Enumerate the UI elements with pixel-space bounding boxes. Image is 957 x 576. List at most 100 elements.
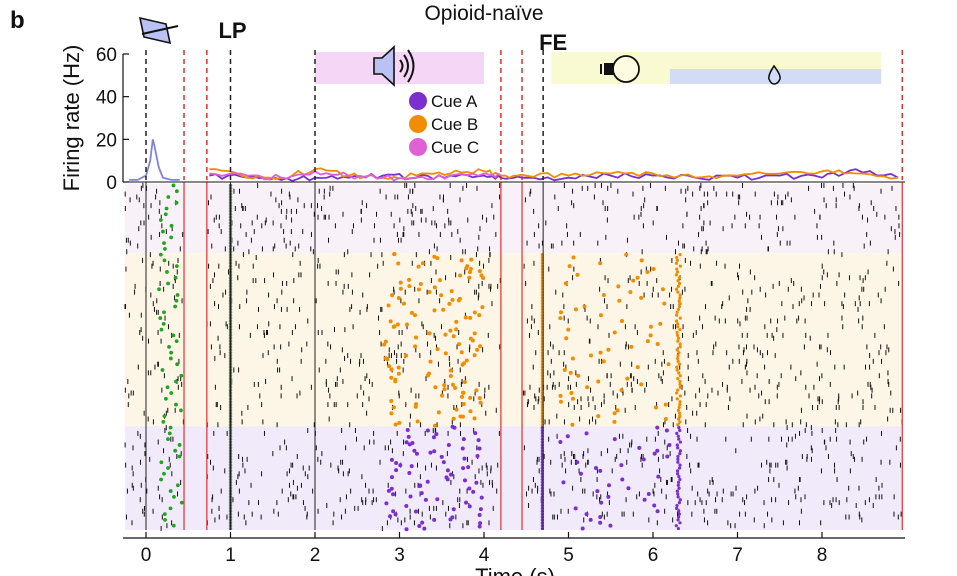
trial-start-dot xyxy=(162,414,167,419)
reward-event-dot xyxy=(678,253,682,257)
cue-dot xyxy=(656,474,661,479)
cue-dot xyxy=(387,364,392,369)
reward-event-dot xyxy=(676,434,680,438)
cue-dot xyxy=(453,385,458,390)
cue-dot xyxy=(645,269,650,274)
cue-dot xyxy=(558,310,563,315)
reward-event-dot xyxy=(676,377,680,381)
cue-dot xyxy=(598,261,603,266)
cue-dot xyxy=(441,460,446,465)
reward-event-dot xyxy=(676,322,680,326)
cue-dot xyxy=(416,287,421,292)
reward-event-dot xyxy=(677,437,681,441)
cue-dot xyxy=(451,416,456,421)
stimulus-bars xyxy=(315,52,882,84)
cue-dot xyxy=(393,512,398,517)
cue-dot xyxy=(663,402,668,407)
laser-icon xyxy=(138,16,179,45)
reward-event-dot xyxy=(678,382,682,386)
cue-dot xyxy=(442,383,447,388)
cue-dot xyxy=(476,438,481,443)
cue-dot xyxy=(558,316,563,321)
cue-dot xyxy=(468,315,473,320)
cue-dot xyxy=(440,393,445,398)
reward-event-dot xyxy=(676,518,680,522)
reward-event-dot xyxy=(676,460,680,464)
cue-dot xyxy=(565,434,570,439)
cue-dot xyxy=(646,491,651,496)
cue-dot xyxy=(653,405,658,410)
cue-dot xyxy=(464,358,469,363)
cue-dot xyxy=(652,503,657,508)
trial-start-dot xyxy=(177,443,182,447)
trial-start-dot xyxy=(173,304,178,309)
trial-start-dot xyxy=(174,339,179,344)
cue-dot xyxy=(608,523,613,528)
cue-dot xyxy=(598,520,603,525)
cue-dot xyxy=(477,446,482,451)
cue-dot xyxy=(477,524,482,529)
reward-event-dot xyxy=(676,353,680,358)
cue-dot xyxy=(393,422,398,427)
cue-dot xyxy=(391,324,396,329)
cue-dot xyxy=(467,486,472,491)
trial-start-dot xyxy=(166,281,170,286)
trial-start-dot xyxy=(173,448,178,453)
trial-start-dot xyxy=(166,466,170,470)
chart-title: Opioid-naïve xyxy=(424,2,543,25)
cue-dot xyxy=(601,293,606,298)
cue-dot xyxy=(459,350,464,355)
trial-start-dot xyxy=(168,425,173,430)
cue-dot xyxy=(648,324,653,329)
trial-start-dot xyxy=(171,333,176,338)
cue-dot xyxy=(405,428,410,433)
cue-dot xyxy=(660,287,665,292)
reward-event-dot xyxy=(678,477,682,482)
reward-event-dot xyxy=(678,463,682,467)
cue-dot xyxy=(612,419,617,424)
cue-dot xyxy=(418,281,423,286)
cue-dot xyxy=(615,408,620,413)
x-axis-label: Time (s) xyxy=(475,564,555,576)
trial-start-dot xyxy=(164,396,168,401)
cue-dot xyxy=(432,285,437,290)
cue-dot xyxy=(398,463,403,468)
reward-event-dot xyxy=(678,394,682,398)
cue-dot xyxy=(389,457,394,462)
reward-event-dot xyxy=(676,457,680,461)
trial-start-dot xyxy=(174,402,178,407)
trial-start-dot xyxy=(166,195,171,199)
trial-start-dot xyxy=(162,512,167,517)
cue-dot xyxy=(391,509,396,514)
cue-dot xyxy=(575,460,580,465)
reward-event-dot xyxy=(678,498,682,502)
trial-start-dot xyxy=(179,500,184,505)
cue-dot xyxy=(425,373,430,378)
cue-dot xyxy=(584,431,589,436)
trial-start-dot xyxy=(172,494,176,499)
cue-dot xyxy=(454,319,459,324)
trial-block xyxy=(124,426,903,530)
reward-event-dot xyxy=(678,296,682,300)
cue-dot xyxy=(639,382,644,387)
trial-start-dot xyxy=(169,391,174,395)
reward-event-dot xyxy=(676,480,681,485)
cue-dot xyxy=(417,523,422,528)
reward-event-dot xyxy=(675,489,679,493)
reward-event-dot xyxy=(676,284,680,288)
trial-start-dot xyxy=(179,373,184,378)
cue-dot xyxy=(392,252,397,257)
trial-start-dot xyxy=(171,523,176,528)
cue-dot xyxy=(562,367,567,372)
cue-dot xyxy=(434,432,439,437)
reward-event-dot xyxy=(678,440,682,444)
y-ticks: 0 20 40 60 xyxy=(96,45,129,194)
cue-dot xyxy=(396,295,401,300)
trial-start-dot xyxy=(169,350,174,355)
cue-dot xyxy=(457,342,462,347)
reward-event-dot xyxy=(678,293,682,297)
cue-dot xyxy=(433,385,438,390)
reward-event-dot xyxy=(676,454,680,459)
trial-start-dot xyxy=(168,489,173,493)
cue-dot xyxy=(480,305,485,310)
